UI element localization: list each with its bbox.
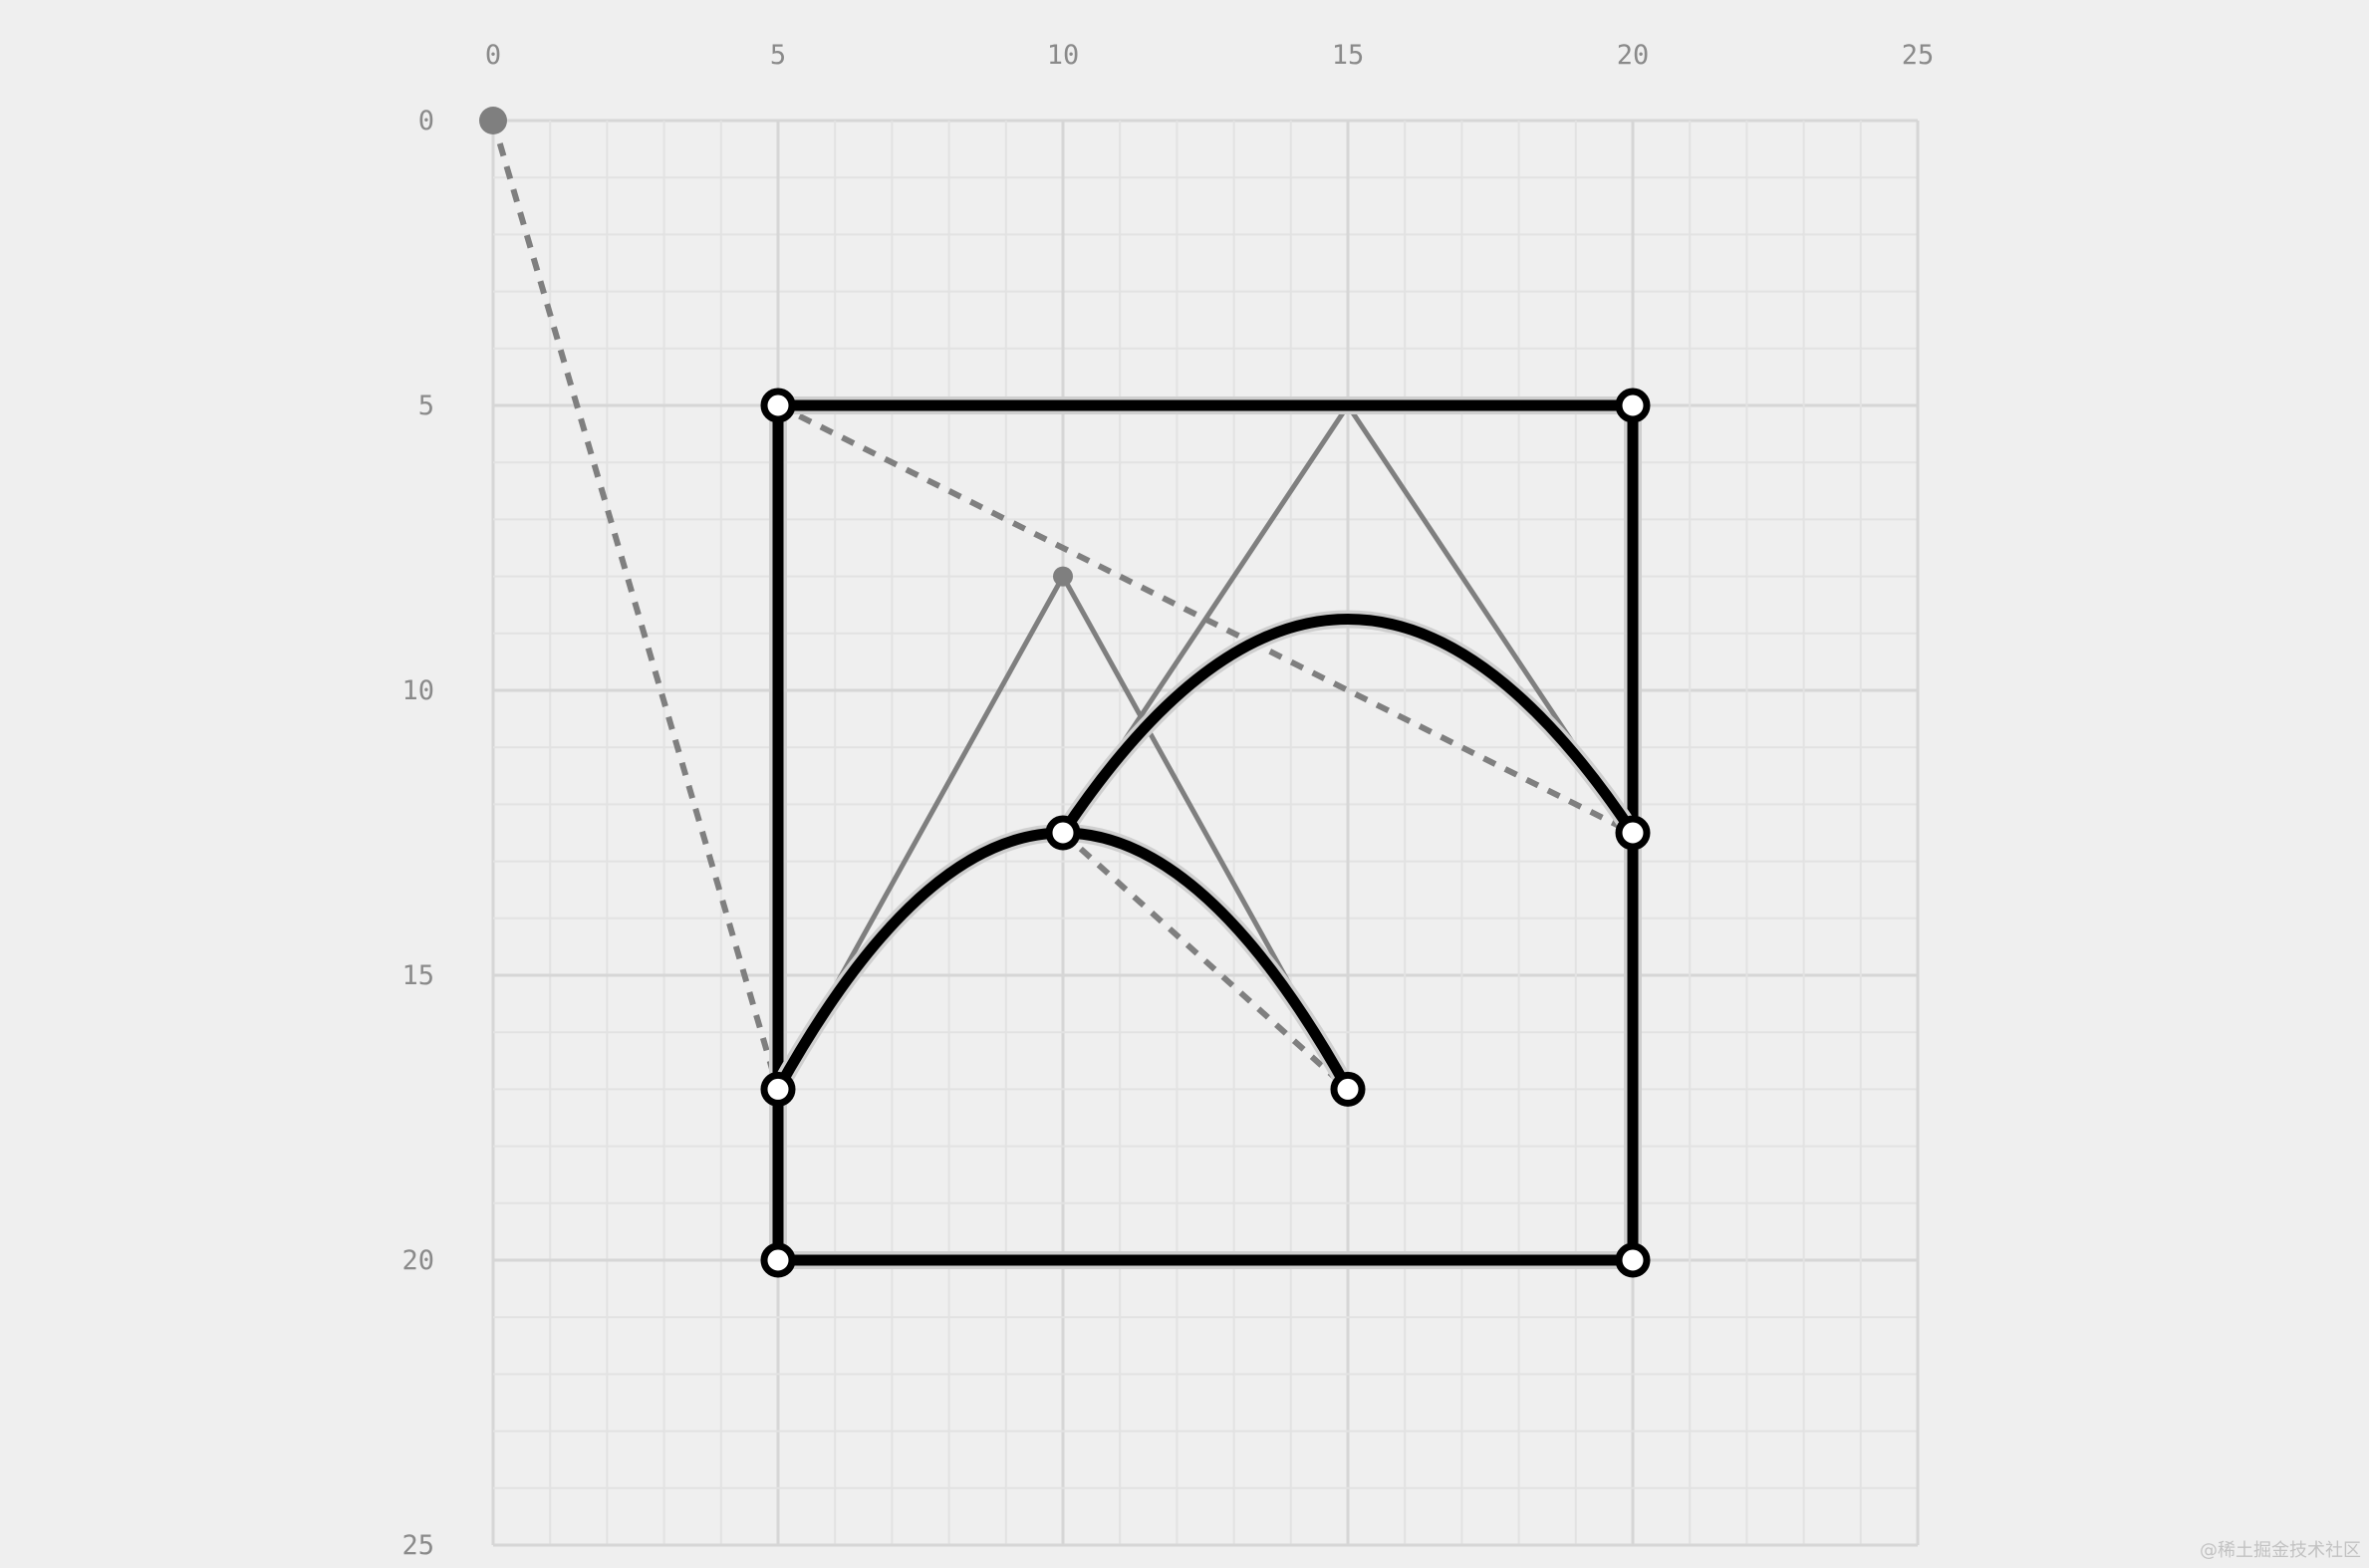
points <box>479 107 1651 1278</box>
anchor-point <box>1615 1242 1651 1278</box>
grid <box>491 119 1920 1547</box>
dashed-guide <box>490 120 781 1091</box>
anchor-point <box>760 388 796 423</box>
y-tick-label: 15 <box>401 960 434 991</box>
anchor-point <box>1615 815 1651 851</box>
control-dot <box>479 107 507 134</box>
x-tick-label: 25 <box>1902 40 1935 71</box>
anchor-point <box>760 1242 796 1278</box>
x-tick-label: 15 <box>1332 40 1365 71</box>
x-tick-label: 20 <box>1617 40 1650 71</box>
dashed-guide <box>776 402 1635 836</box>
axis-ticks: 0 5 10 15 20 25 0 5 10 15 20 25 <box>401 40 1934 1561</box>
anchor-point <box>1330 1071 1366 1107</box>
control-dot <box>1053 566 1073 587</box>
y-tick-label: 25 <box>401 1530 434 1561</box>
x-tick-label: 5 <box>770 40 786 71</box>
y-tick-label: 10 <box>401 675 434 706</box>
y-tick-label: 20 <box>401 1245 434 1276</box>
x-tick-label: 10 <box>1047 40 1080 71</box>
anchor-point <box>1615 388 1651 423</box>
quadratic-curve <box>1057 614 1639 839</box>
y-tick-label: 0 <box>418 106 434 136</box>
anchor-point <box>760 1071 796 1107</box>
y-tick-label: 5 <box>418 391 434 421</box>
dashed-guides <box>490 120 1635 1092</box>
x-tick-label: 0 <box>485 40 501 71</box>
watermark-text: @稀土掘金技术社区 <box>2200 1540 2361 1561</box>
anchor-point <box>1045 815 1081 851</box>
dashed-guide <box>1060 830 1351 1092</box>
